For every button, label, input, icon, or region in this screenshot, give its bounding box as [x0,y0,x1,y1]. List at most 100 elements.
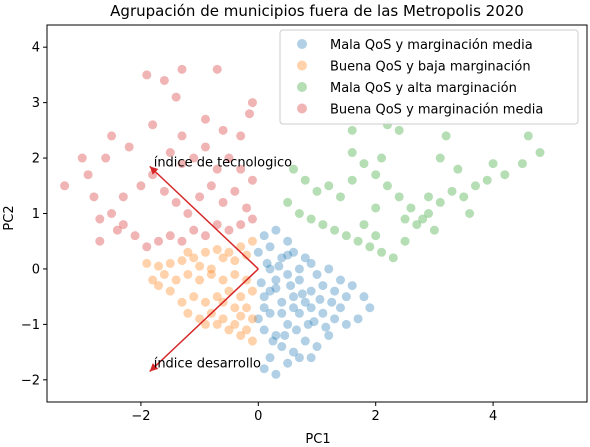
data-point-series-3 [142,70,152,80]
data-point-series-0 [347,281,357,291]
data-point-series-2 [523,131,533,141]
data-point-series-3 [218,197,228,207]
data-point-series-0 [268,336,278,346]
data-point-series-0 [259,325,269,335]
data-point-series-0 [335,303,345,313]
data-point-series-1 [206,264,216,274]
data-point-series-3 [189,153,199,163]
y-tick-label: 1 [32,207,40,222]
data-point-series-1 [230,256,240,266]
data-point-series-2 [371,203,381,213]
data-point-series-0 [306,258,316,268]
data-point-series-0 [283,358,293,368]
data-point-series-1 [148,275,158,285]
y-tick-label: 4 [32,41,40,56]
data-point-series-2 [324,181,334,191]
data-point-series-3 [159,75,169,85]
loading-vector-0 [149,165,259,270]
data-point-series-3 [107,209,117,218]
data-point-series-2 [441,131,451,141]
data-point-series-3 [77,153,87,163]
data-point-series-2 [400,236,410,246]
x-tick-label: 0 [254,409,262,424]
data-point-series-2 [447,186,457,196]
data-point-series-3 [165,148,175,158]
data-point-series-0 [300,253,310,263]
vectors-layer: índice de tecnologico índice desarrollo [149,155,292,373]
data-point-series-1 [189,253,199,263]
data-point-series-1 [165,258,175,268]
data-point-series-2 [289,164,299,174]
data-point-series-2 [306,214,316,224]
data-point-series-1 [177,256,187,266]
data-point-series-3 [148,120,158,130]
data-point-series-0 [283,250,293,260]
data-point-series-3 [247,98,257,108]
data-point-series-0 [315,294,325,304]
data-point-series-2 [347,175,357,185]
data-point-series-0 [265,353,275,363]
data-point-series-3 [177,159,187,169]
data-point-series-1 [236,242,246,252]
data-point-series-2 [488,159,498,169]
data-point-series-0 [300,336,310,346]
data-point-series-0 [271,283,281,293]
data-point-series-1 [236,330,246,340]
y-tick-label: 2 [32,152,40,167]
data-point-series-0 [271,275,281,285]
data-point-series-1 [154,281,164,291]
data-point-series-0 [306,286,316,296]
data-point-series-3 [218,125,228,135]
data-point-series-0 [259,303,269,313]
data-point-series-3 [200,114,210,124]
data-point-series-2 [424,192,434,202]
x-tick-label: −2 [131,409,150,424]
data-point-series-3 [95,214,105,224]
data-point-series-0 [265,264,275,274]
data-point-series-0 [283,236,293,246]
data-point-series-3 [183,209,193,218]
data-point-series-0 [283,269,293,279]
data-point-series-3 [171,92,181,102]
data-point-series-0 [259,292,269,302]
data-point-series-0 [280,330,290,340]
data-point-series-2 [400,214,410,224]
legend: Mala QoS y marginación media Buena QoS y … [279,29,579,125]
data-point-series-1 [247,236,257,246]
data-point-series-3 [177,64,187,74]
data-point-series-0 [294,264,304,274]
x-tick-label: 2 [372,409,380,424]
data-point-series-0 [312,269,322,279]
data-point-series-3 [200,231,210,241]
data-point-series-2 [459,192,469,202]
data-point-series-1 [165,286,175,296]
data-point-series-0 [318,281,328,291]
data-point-series-0 [300,297,310,307]
data-point-series-0 [324,330,334,340]
data-point-series-3 [242,203,252,213]
data-point-series-0 [262,258,272,268]
data-point-series-2 [394,192,404,202]
data-point-series-1 [236,292,246,302]
data-point-series-1 [230,269,240,279]
data-point-series-2 [318,220,328,230]
data-point-series-3 [118,192,128,202]
x-axis-label: PC1 [305,432,330,447]
vector-label-0: índice de tecnologico [154,155,292,170]
data-point-series-2 [429,225,439,235]
data-point-series-2 [312,186,322,196]
data-point-series-0 [327,297,337,307]
data-point-series-1 [177,297,187,307]
data-point-series-3 [89,192,99,202]
data-point-series-3 [224,225,234,235]
data-point-series-2 [435,197,445,207]
data-point-series-0 [306,353,316,363]
data-point-series-1 [195,275,205,285]
data-point-series-1 [183,308,193,318]
data-point-series-2 [300,175,310,185]
data-point-series-1 [195,261,205,271]
data-point-series-0 [259,231,269,241]
data-point-series-2 [418,214,428,224]
data-point-series-2 [359,159,369,169]
loading-arrowhead-0 [149,166,159,175]
